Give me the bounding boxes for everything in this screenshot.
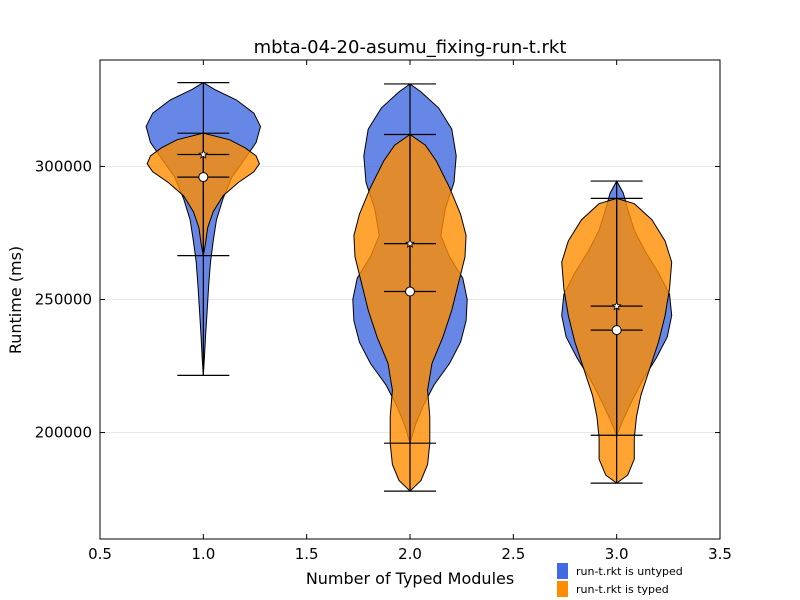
mean-marker-star <box>404 238 416 248</box>
y-tick-label: 250000 <box>35 291 92 309</box>
x-tick-label: 3.5 <box>708 545 732 563</box>
x-tick-label: 2.0 <box>398 545 422 563</box>
legend-label: run-t.rkt is untyped <box>576 565 683 578</box>
x-tick-label: 2.5 <box>501 545 525 563</box>
x-tick-label: 1.0 <box>191 545 215 563</box>
y-tick-label: 300000 <box>35 157 92 175</box>
legend-swatch <box>557 563 568 579</box>
x-axis-label: Number of Typed Modules <box>306 569 514 588</box>
legend: run-t.rkt is untyped run-t.rkt is typed <box>557 563 683 597</box>
chart-title: mbta-04-20-asumu_fixing-run-t.rkt <box>254 37 567 58</box>
x-tick-label: 3.0 <box>605 545 629 563</box>
mean-marker-circle <box>198 172 209 183</box>
mean-marker-circle <box>611 325 622 336</box>
mean-marker-star <box>198 149 209 159</box>
mean-marker-star <box>611 300 622 311</box>
axis-ticks: 0.5 1.0 1.5 2.0 2.5 3.0 3.5 200000 250000 300000 <box>35 60 732 563</box>
mean-marker-circle <box>405 286 415 297</box>
x-tick-label: 1.5 <box>295 545 319 563</box>
y-tick-label: 200000 <box>35 424 92 442</box>
legend-label: run-t.rkt is typed <box>576 583 669 596</box>
violins <box>145 82 673 492</box>
y-axis-label: Runtime (ms) <box>6 246 25 354</box>
x-tick-label: 0.5 <box>88 545 112 563</box>
legend-swatch <box>557 581 568 597</box>
